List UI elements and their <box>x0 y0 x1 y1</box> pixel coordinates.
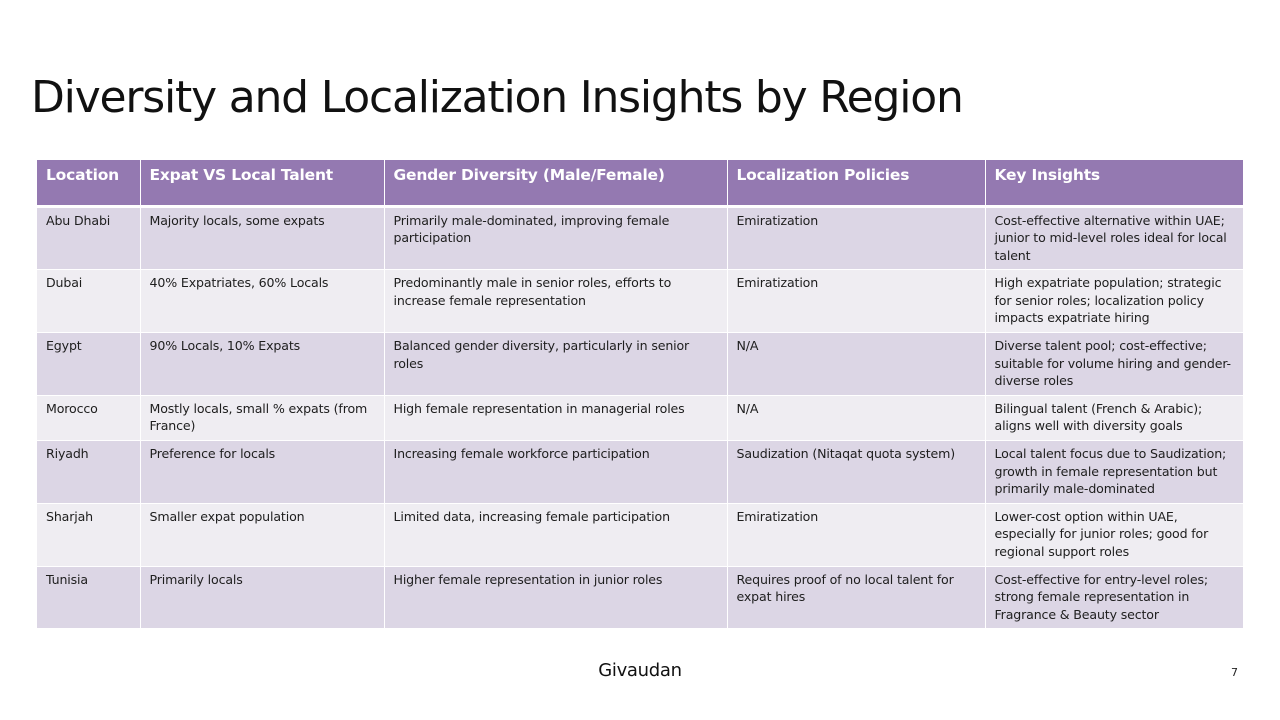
cell-insights: Cost-effective alternative within UAE; j… <box>985 206 1243 271</box>
table-row: Dubai 40% Expatriates, 60% Locals Predom… <box>37 269 1243 334</box>
table-header-row: Location Expat VS Local Talent Gender Di… <box>37 160 1243 208</box>
cell-policy: Saudization (Nitaqat quota system) <box>727 440 986 504</box>
cell-insights: Local talent focus due to Saudization; g… <box>985 440 1243 504</box>
cell-talent: Preference for locals <box>140 440 385 504</box>
cell-talent: Mostly locals, small % expats (from Fran… <box>140 395 385 442</box>
cell-location: Riyadh <box>37 440 141 504</box>
header-key-insights: Key Insights <box>985 160 1243 208</box>
cell-policy: Emiratization <box>727 206 986 271</box>
cell-policy: Requires proof of no local talent for ex… <box>727 566 986 630</box>
cell-talent: Majority locals, some expats <box>140 206 385 271</box>
cell-insights: Bilingual talent (French & Arabic); alig… <box>985 395 1243 442</box>
header-gender-diversity: Gender Diversity (Male/Female) <box>384 160 728 208</box>
cell-location: Tunisia <box>37 566 141 630</box>
cell-insights: High expatriate population; strategic fo… <box>985 269 1243 334</box>
cell-gender: Predominantly male in senior roles, effo… <box>384 269 728 334</box>
header-expat-vs-local: Expat VS Local Talent <box>140 160 385 208</box>
cell-talent: Smaller expat population <box>140 503 385 567</box>
cell-location: Sharjah <box>37 503 141 567</box>
cell-location: Egypt <box>37 332 141 396</box>
insights-table: Location Expat VS Local Talent Gender Di… <box>37 160 1243 630</box>
cell-insights: Cost-effective for entry-level roles; st… <box>985 566 1243 630</box>
cell-policy: Emiratization <box>727 269 986 334</box>
cell-gender: Limited data, increasing female particip… <box>384 503 728 567</box>
brand-logo-text: Givaudan <box>598 660 682 681</box>
cell-policy: Emiratization <box>727 503 986 567</box>
cell-gender: Higher female representation in junior r… <box>384 566 728 630</box>
cell-location: Morocco <box>37 395 141 442</box>
table-row: Sharjah Smaller expat population Limited… <box>37 503 1243 567</box>
cell-location: Dubai <box>37 269 141 334</box>
cell-talent: 90% Locals, 10% Expats <box>140 332 385 396</box>
cell-gender: Increasing female workforce participatio… <box>384 440 728 504</box>
cell-location: Abu Dhabi <box>37 206 141 271</box>
header-localization-policies: Localization Policies <box>727 160 986 208</box>
table-row: Egypt 90% Locals, 10% Expats Balanced ge… <box>37 332 1243 396</box>
cell-policy: N/A <box>727 395 986 442</box>
cell-policy: N/A <box>727 332 986 396</box>
table-row: Abu Dhabi Majority locals, some expats P… <box>37 206 1243 271</box>
cell-insights: Diverse talent pool; cost-effective; sui… <box>985 332 1243 396</box>
cell-talent: Primarily locals <box>140 566 385 630</box>
table-row: Riyadh Preference for locals Increasing … <box>37 440 1243 504</box>
cell-insights: Lower-cost option within UAE, especially… <box>985 503 1243 567</box>
table-row: Morocco Mostly locals, small % expats (f… <box>37 395 1243 442</box>
cell-gender: Balanced gender diversity, particularly … <box>384 332 728 396</box>
cell-gender: Primarily male-dominated, improving fema… <box>384 206 728 271</box>
table-row: Tunisia Primarily locals Higher female r… <box>37 566 1243 630</box>
cell-gender: High female representation in managerial… <box>384 395 728 442</box>
header-location: Location <box>37 160 141 208</box>
cell-talent: 40% Expatriates, 60% Locals <box>140 269 385 334</box>
slide-title: Diversity and Localization Insights by R… <box>31 72 964 123</box>
page-number: 7 <box>1231 666 1238 679</box>
